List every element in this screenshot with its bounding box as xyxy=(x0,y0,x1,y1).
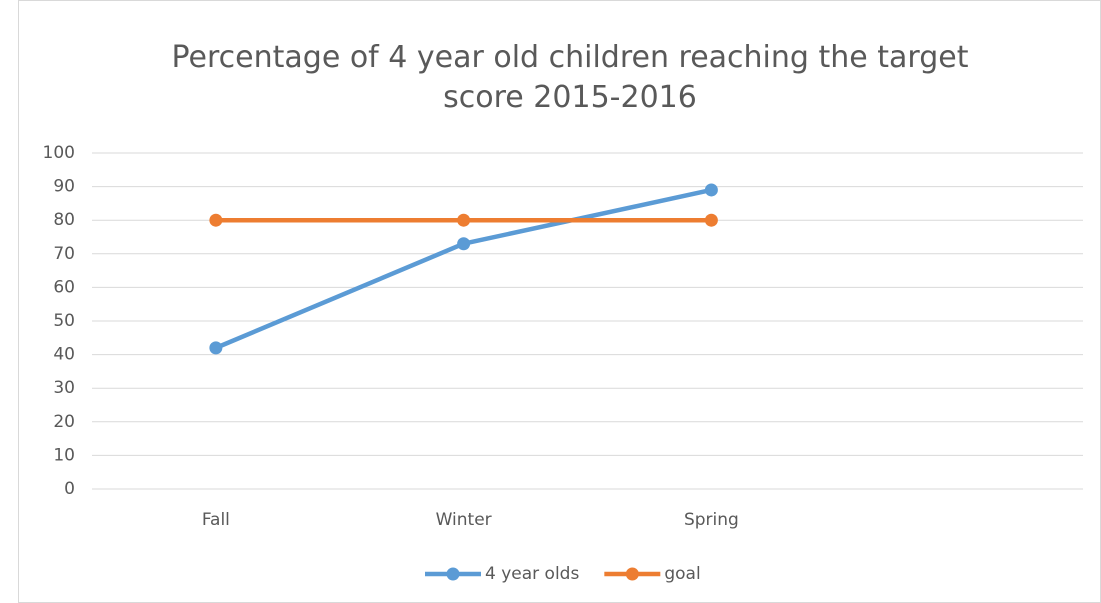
y-tick-label: 20 xyxy=(53,412,75,432)
chart-border xyxy=(18,0,1101,603)
y-tick-label: 0 xyxy=(64,479,75,499)
data-point xyxy=(209,341,223,355)
legend-marker xyxy=(446,567,460,581)
y-tick-label: 60 xyxy=(53,277,75,297)
y-tick-label: 80 xyxy=(53,210,75,230)
y-tick-label: 40 xyxy=(53,345,75,365)
x-tick-label: Winter xyxy=(436,510,492,530)
y-tick-label: 30 xyxy=(53,378,75,398)
y-tick-label: 50 xyxy=(53,311,75,331)
data-point xyxy=(457,213,471,227)
legend-label: 4 year olds xyxy=(485,564,579,584)
y-tick-label: 90 xyxy=(53,177,75,197)
chart-title: Percentage of 4 year old children reachi… xyxy=(171,40,969,115)
data-point xyxy=(457,237,471,251)
y-tick-label: 100 xyxy=(43,143,75,163)
y-tick-label: 10 xyxy=(53,445,75,465)
x-tick-label: Fall xyxy=(202,510,230,530)
legend-marker xyxy=(625,567,639,581)
data-point xyxy=(704,183,718,197)
legend-label: goal xyxy=(664,564,700,584)
data-point xyxy=(704,213,718,227)
data-point xyxy=(209,213,223,227)
x-tick-label: Spring xyxy=(684,510,739,530)
y-tick-label: 70 xyxy=(53,244,75,264)
